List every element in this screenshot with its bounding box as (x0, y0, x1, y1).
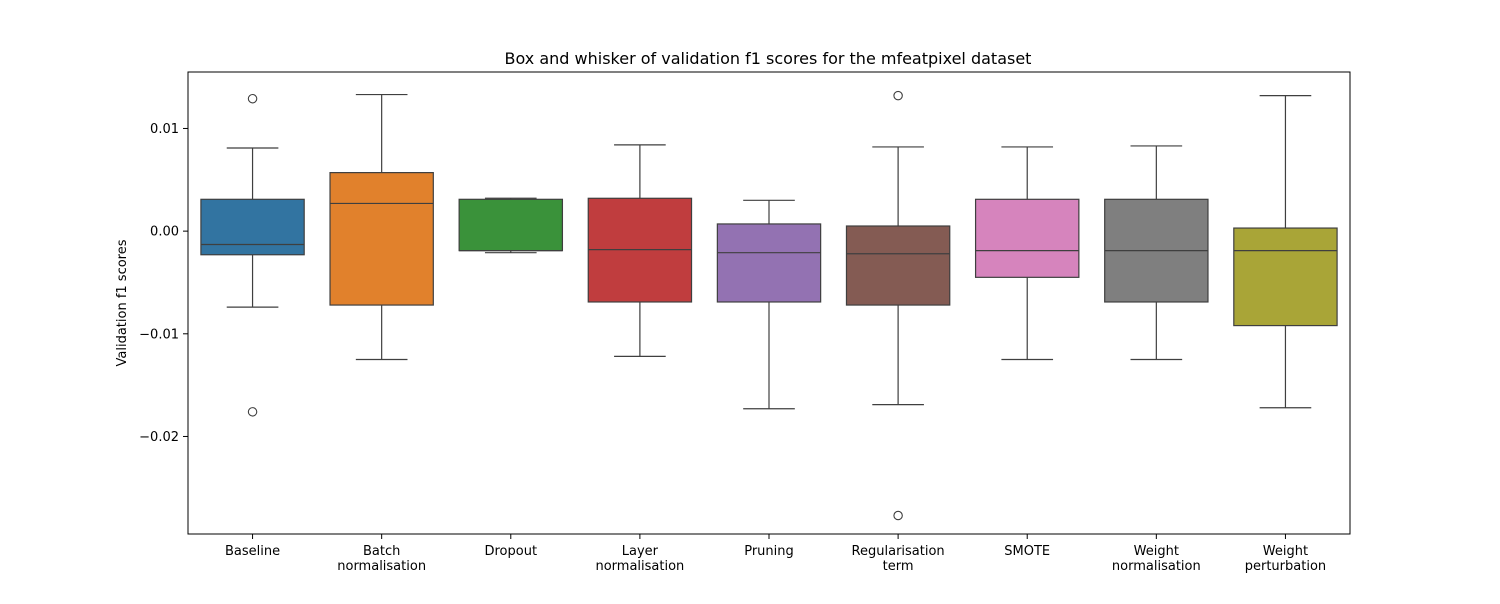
outlier-point (893, 510, 903, 521)
box-group (716, 199, 822, 410)
y-tick-label: 0.01 (150, 122, 179, 137)
box-iqr (329, 172, 434, 306)
box-iqr (974, 198, 1080, 278)
plot-frame (187, 71, 1351, 535)
box-group (845, 90, 951, 521)
outlier-point (247, 407, 258, 417)
y-axis-label: Validation f1 scores (115, 239, 130, 366)
x-tick-label: Pruning (744, 544, 794, 559)
x-tick-label-line: Regularisation (852, 544, 945, 559)
x-tick-label-line: normalisation (595, 559, 684, 574)
box-group (974, 146, 1080, 361)
box-iqr (716, 223, 822, 303)
box-group (200, 93, 305, 417)
x-tick-label-line: Weight (1263, 544, 1308, 559)
x-tick-label-line: normalisation (337, 559, 426, 574)
x-tick-label-line: Weight (1134, 544, 1179, 559)
x-tick-label-line: Layer (622, 544, 659, 559)
outlier-point (247, 93, 258, 104)
y-tick-label: −0.02 (139, 430, 179, 445)
outlier-point (893, 90, 903, 101)
x-tick-label-line: normalisation (1112, 559, 1201, 574)
box-group (587, 144, 693, 357)
x-tick-label: Regularisation term (852, 544, 945, 574)
x-tick-label-line: Pruning (744, 544, 794, 559)
x-tick-label-line: Dropout (484, 544, 537, 559)
box-iqr (200, 198, 305, 256)
x-tick-label-line: perturbation (1245, 559, 1326, 574)
x-tick-label: Layer normalisation (595, 544, 684, 574)
x-tick-label: SMOTE (1004, 544, 1050, 559)
box-group (1233, 95, 1338, 409)
x-tick-label: Weight normalisation (1112, 544, 1201, 574)
x-tick-label: Dropout (484, 544, 537, 559)
x-tick-label-line: Batch (363, 544, 400, 559)
box-iqr (458, 198, 564, 252)
y-tick-label: −0.01 (139, 327, 179, 342)
box-iqr (1233, 227, 1338, 327)
box-group (329, 93, 434, 361)
box-group (458, 197, 564, 254)
x-tick-label: Baseline (225, 544, 280, 559)
y-tick-label: 0.00 (150, 225, 179, 240)
x-tick-label: Weight perturbation (1245, 544, 1326, 574)
x-tick-label: Batch normalisation (337, 544, 426, 574)
x-tick-label-line: Baseline (225, 544, 280, 559)
chart-title: Box and whisker of validation f1 scores … (505, 49, 1032, 68)
box-iqr (845, 225, 951, 306)
x-tick-label-line: term (883, 559, 914, 574)
box-group (1104, 145, 1209, 361)
x-tick-label-line: SMOTE (1004, 544, 1050, 559)
